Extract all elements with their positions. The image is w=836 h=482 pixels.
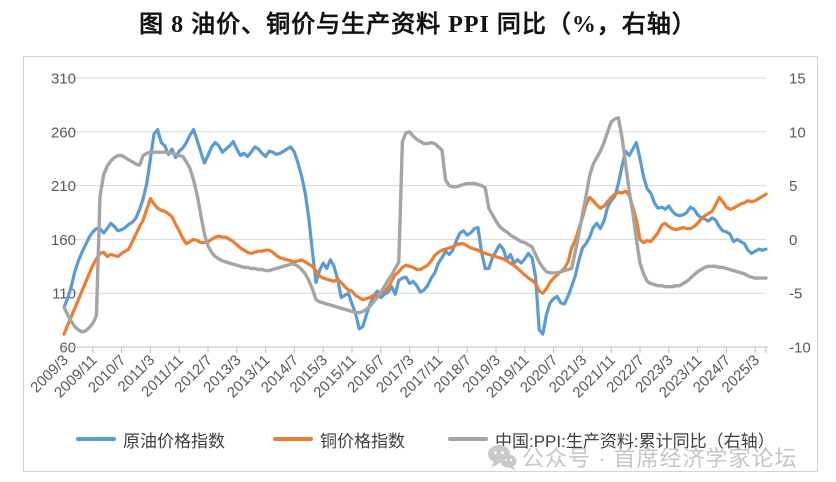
legend-label-oil: 原油价格指数	[123, 431, 225, 451]
svg-text:210: 210	[51, 178, 76, 195]
svg-text:10: 10	[789, 124, 806, 141]
y-axis-right-labels: -10 -5 0 5 10 15	[789, 71, 811, 357]
svg-text:0: 0	[789, 232, 797, 249]
svg-text:60: 60	[59, 340, 76, 357]
legend-label-copper: 铜价格指数	[320, 431, 405, 451]
oil-price-index-line	[62, 128, 768, 336]
legend-label-ppi: 中国:PPI:生产资料:累计同比（右轴）	[495, 431, 775, 451]
legend-item-ppi: 中国:PPI:生产资料:累计同比（右轴）	[448, 429, 775, 451]
svg-text:5: 5	[789, 178, 797, 195]
legend-marker-oil	[76, 437, 116, 441]
legend-item-copper: 铜价格指数	[273, 429, 405, 451]
watermark: 公众号 · 首席经济学家论坛	[487, 441, 798, 473]
chart-frame	[23, 56, 818, 472]
svg-text:160: 160	[51, 232, 76, 249]
svg-text:-5: -5	[789, 286, 802, 303]
svg-text:310: 310	[51, 71, 76, 88]
ppi-producer-goods-line	[62, 116, 768, 334]
series-lines	[62, 116, 768, 336]
svg-text:15: 15	[789, 71, 806, 88]
wechat-icon	[488, 444, 517, 470]
svg-text:-10: -10	[789, 340, 811, 357]
watermark-text: 公众号 · 首席经济学家论坛	[522, 446, 798, 471]
legend-item-oil: 原油价格指数	[76, 429, 225, 451]
svg-text:260: 260	[51, 124, 76, 141]
legend-marker-copper	[273, 437, 313, 441]
copper-price-index-line	[62, 189, 768, 336]
y-axis-left-labels: 60 110 160 210 260 310	[51, 71, 76, 357]
x-axis: 2009/32009/112010/72011/32011/112012/720…	[27, 346, 768, 401]
svg-text:110: 110	[52, 286, 76, 303]
legend-marker-ppi	[448, 437, 488, 441]
chart-title: 图 8 油价、铜价与生产资料 PPI 同比（%，右轴）	[139, 12, 697, 38]
